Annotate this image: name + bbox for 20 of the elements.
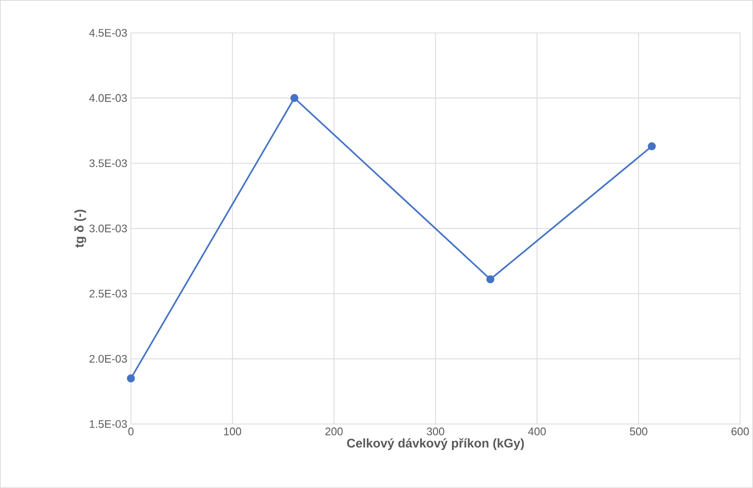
y-tick-label: 3.5E-03 — [89, 159, 127, 168]
x-tick-label: 400 — [528, 428, 546, 436]
point — [290, 94, 298, 102]
x-tick-label: 300 — [426, 428, 444, 436]
x-tick-label: 600 — [732, 428, 749, 436]
y-tick-label: 2.0E-03 — [90, 354, 127, 363]
x-tick-label: 100 — [224, 428, 242, 436]
y-tick-label: 2.5E-03 — [90, 290, 127, 298]
x-axis-title: Celkový dávkový příkon (kGy) — [347, 438, 524, 450]
y-axis-title: tg δ (-) — [74, 210, 86, 248]
x-tick-label: 500 — [630, 428, 648, 436]
x-tick-label: 200 — [325, 428, 343, 436]
y-tick-label: 3.0E-03 — [89, 224, 127, 232]
y-tick-label: 1.5E-03 — [90, 420, 127, 428]
point — [648, 142, 656, 150]
point — [486, 275, 494, 284]
y-tick-label: 4.5E-03 — [89, 29, 127, 37]
point — [126, 374, 135, 382]
x-tick-label: 0 — [128, 428, 134, 436]
y-tick-label: 4.0E-03 — [89, 94, 127, 102]
